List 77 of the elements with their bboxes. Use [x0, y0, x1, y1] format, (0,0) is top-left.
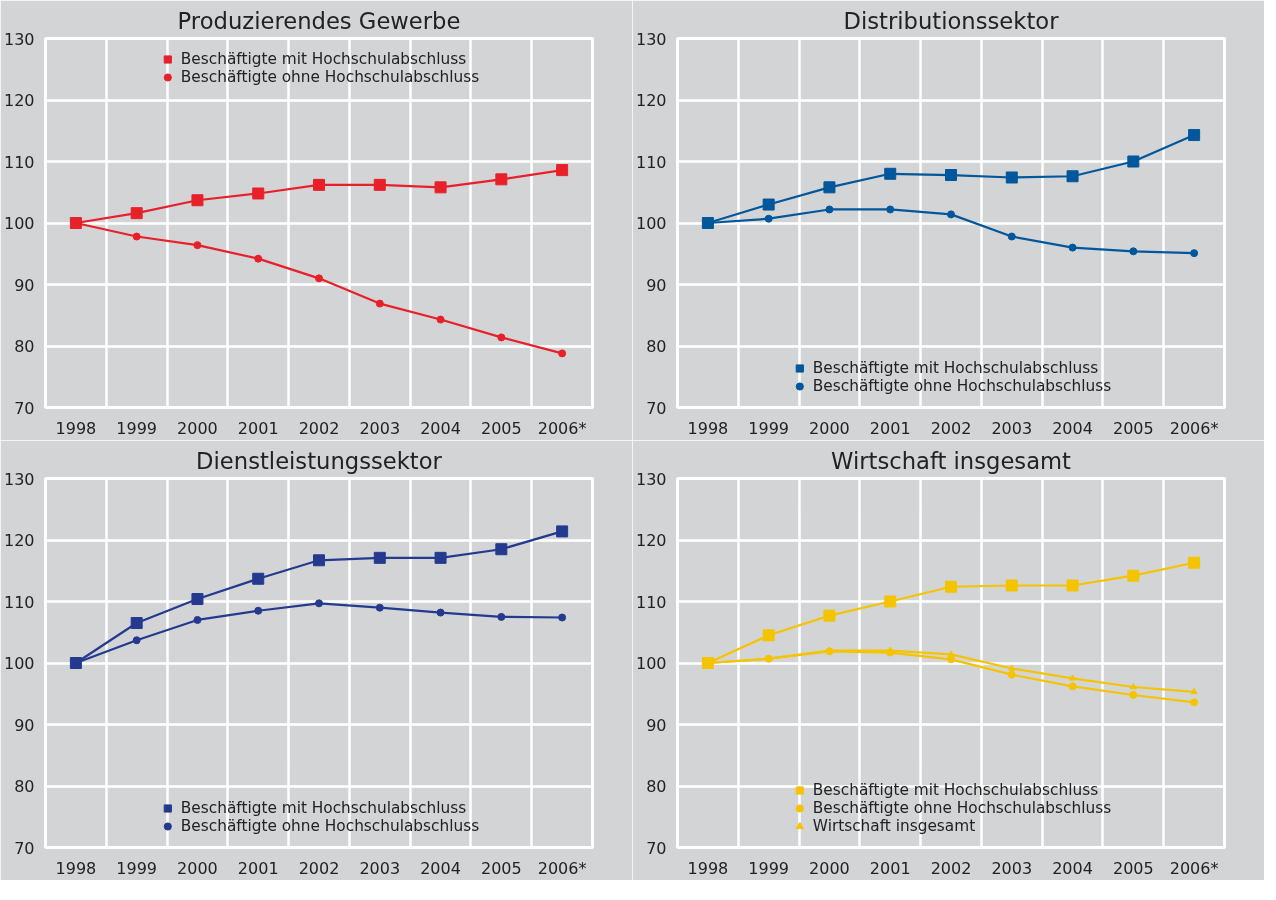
x-tick-label: 2005	[480, 858, 522, 878]
x-tick-label: 1999	[116, 858, 158, 878]
legend-label: Beschäftigte ohne Hochschulabschluss	[180, 68, 480, 86]
legend-label: Beschäftigte mit Hochschulabschluss	[812, 781, 1099, 799]
y-tick-label: 100	[635, 654, 667, 673]
y-tick-label: 100	[635, 214, 667, 233]
x-tick-label: 2003	[991, 418, 1033, 438]
y-tick-label: 100	[3, 214, 35, 233]
chart-title: Produzierendes Gewerbe	[177, 7, 461, 34]
chart-title: Distributionssektor	[843, 7, 1060, 34]
x-tick-label: 2002	[930, 418, 972, 438]
x-tick-label: 2004	[420, 418, 461, 438]
x-tick-label: 2002	[930, 858, 972, 878]
y-tick-label: 80	[646, 777, 667, 796]
x-tick-label: 1998	[687, 418, 729, 438]
x-tick-label: 2004	[1052, 418, 1093, 438]
y-tick-label: 80	[646, 337, 667, 356]
y-tick-label: 80	[14, 777, 35, 796]
x-tick-label: 1998	[687, 858, 729, 878]
x-tick-label: 2005	[1112, 418, 1154, 438]
x-tick-label: 2006*	[537, 858, 587, 878]
x-tick-label: 2000	[177, 858, 218, 878]
x-tick-label: 2001	[237, 858, 279, 878]
legend-label: Beschäftigte ohne Hochschulabschluss	[812, 377, 1112, 395]
y-tick-label: 110	[3, 592, 35, 612]
x-tick-label: 2005	[480, 418, 522, 438]
y-tick-label: 90	[14, 275, 35, 295]
x-tick-label: 2004	[420, 858, 461, 878]
legend-label: Beschäftigte ohne Hochschulabschluss	[180, 817, 480, 835]
x-tick-label: 2000	[177, 418, 218, 438]
y-tick-label: 110	[3, 152, 35, 172]
x-tick-label: 2000	[809, 418, 850, 438]
x-tick-label: 2001	[869, 858, 911, 878]
x-tick-label: 1999	[748, 418, 790, 438]
y-tick-label: 90	[646, 715, 667, 735]
legend-label: Beschäftigte mit Hochschulabschluss	[180, 50, 467, 68]
x-tick-label: 2006*	[537, 418, 587, 438]
x-tick-label: 2005	[1112, 858, 1154, 878]
y-tick-label: 90	[646, 275, 667, 295]
x-tick-label: 2003	[359, 418, 401, 438]
x-tick-label: 2002	[298, 418, 340, 438]
y-tick-label: 80	[14, 337, 35, 356]
y-tick-label: 130	[635, 469, 667, 489]
x-tick-label: 1998	[55, 858, 97, 878]
y-tick-label: 90	[14, 715, 35, 735]
chart-title: Wirtschaft insgesamt	[831, 447, 1072, 474]
x-tick-label: 2000	[809, 858, 850, 878]
y-tick-label: 70	[14, 838, 35, 858]
x-tick-label: 1998	[55, 418, 97, 438]
x-tick-label: 2006*	[1169, 858, 1219, 878]
y-tick-label: 130	[635, 29, 667, 49]
x-tick-label: 2003	[359, 858, 401, 878]
y-tick-label: 120	[635, 91, 667, 110]
legend-label: Wirtschaft insgesamt	[812, 817, 976, 835]
y-tick-label: 110	[635, 592, 667, 612]
y-tick-label: 130	[3, 469, 35, 489]
x-tick-label: 2001	[237, 418, 279, 438]
x-tick-label: 2006*	[1169, 418, 1219, 438]
y-tick-label: 70	[646, 398, 667, 418]
x-tick-label: 2004	[1052, 858, 1093, 878]
y-tick-label: 120	[635, 531, 667, 550]
legend-label: Beschäftigte ohne Hochschulabschluss	[812, 799, 1112, 817]
x-tick-label: 1999	[748, 858, 790, 878]
legend-label: Beschäftigte mit Hochschulabschluss	[180, 799, 467, 817]
y-tick-label: 100	[3, 654, 35, 673]
chart-title: Dienstleistungssektor	[196, 447, 443, 474]
y-tick-label: 70	[14, 398, 35, 418]
x-tick-label: 2003	[991, 858, 1033, 878]
y-tick-label: 130	[3, 29, 35, 49]
y-tick-label: 120	[3, 91, 35, 110]
x-tick-label: 2001	[869, 418, 911, 438]
x-tick-label: 1999	[116, 418, 158, 438]
y-tick-label: 110	[635, 152, 667, 172]
y-tick-label: 70	[646, 838, 667, 858]
x-tick-label: 2002	[298, 858, 340, 878]
y-tick-label: 120	[3, 531, 35, 550]
legend-label: Beschäftigte mit Hochschulabschluss	[812, 359, 1099, 377]
